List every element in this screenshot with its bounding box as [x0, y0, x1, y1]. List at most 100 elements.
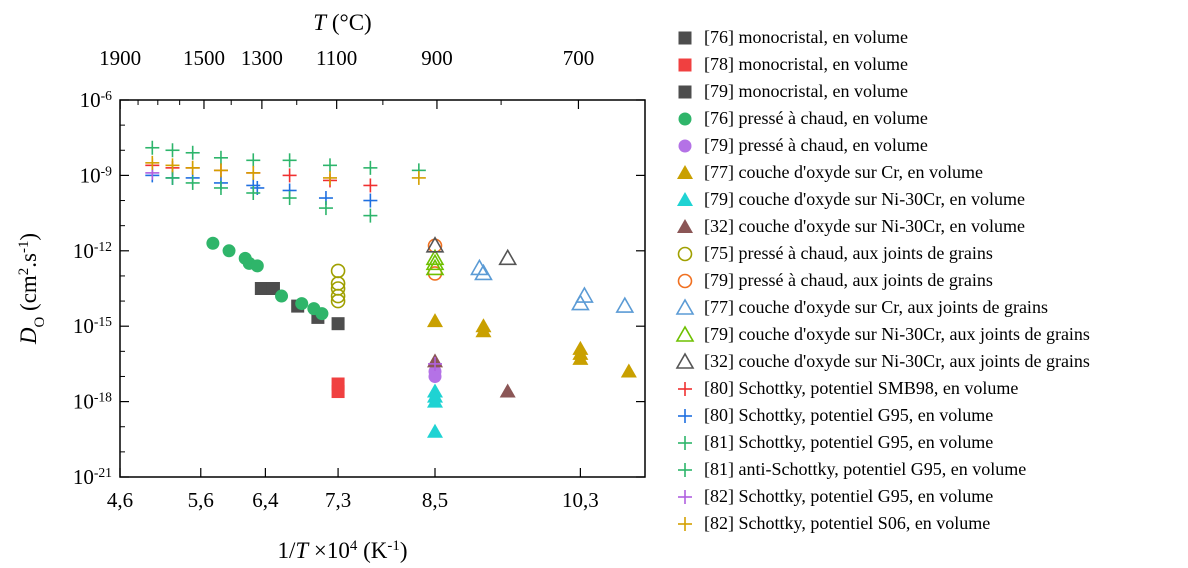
data-point-shape [330, 263, 346, 279]
x-tick-label: 6,4 [252, 488, 279, 512]
series-6 [427, 383, 443, 438]
series-15 [145, 140, 426, 178]
top-axis-title: T (°C) [313, 10, 371, 35]
legend-item: [79] pressé à chaud, en volume [670, 132, 1185, 159]
chart-canvas: 4,6 5,6 6,4 7,3 8,5 10,3 1900 1500 1300 1100 900 70… [16, 10, 646, 563]
data-point [323, 158, 337, 173]
data-point-shape [206, 236, 220, 250]
plot-frame [119, 99, 646, 478]
data-point [615, 296, 635, 313]
data-point [246, 153, 261, 168]
data-point-shape [330, 288, 346, 304]
top-tick-label: 700 [563, 46, 595, 70]
data-point [572, 350, 589, 365]
data-point [213, 180, 228, 195]
data-point-shape [250, 259, 264, 273]
data-point [498, 248, 518, 266]
x-tick-label: 7,3 [325, 488, 351, 512]
legend-marker-shape [678, 489, 692, 504]
legend-marker [678, 112, 692, 125]
legend-marker-shape [678, 435, 692, 450]
legend-item: [32] couche d'oxyde sur Ni-30Cr, en volu… [670, 213, 1185, 240]
top-tick-label: 900 [421, 46, 453, 70]
data-point [185, 145, 200, 160]
legend-marker [678, 435, 692, 450]
data-point [318, 201, 333, 216]
data-point [295, 297, 309, 311]
legend-label: [79] pressé à chaud, aux joints de grain… [704, 270, 993, 290]
legend-marker-shape [678, 112, 692, 125]
legend-marker [677, 164, 693, 179]
legend-marker-shape-shape [677, 218, 693, 233]
legend-marker-shape [675, 297, 695, 315]
legend-marker-shape [678, 31, 692, 44]
legend-marker [678, 58, 692, 71]
top-tick-label: 1300 [241, 46, 283, 70]
y-axis-title: DO (cm2.s-1) [16, 233, 48, 345]
data-point [165, 170, 180, 185]
data-point [213, 163, 228, 178]
legend-label: [76] pressé à chaud, en volume [704, 108, 928, 128]
data-point [428, 356, 442, 371]
legend-marker [677, 273, 693, 288]
data-point-shape [470, 258, 489, 276]
legend-marker-shape [678, 85, 692, 98]
data-point [330, 263, 346, 279]
legend-marker-shape-shape [675, 297, 695, 315]
legend-marker-shape-shape [678, 112, 692, 125]
data-point-shape [428, 369, 442, 383]
data-point-shape [572, 350, 589, 365]
data-point [427, 393, 443, 408]
legend-label: [77] couche d'oxyde sur Cr, aux joints d… [704, 297, 1048, 317]
data-point [165, 158, 180, 173]
legend-marker-shape [678, 408, 692, 423]
legend-label: [81] anti-Schottky, potentiel G95, en vo… [704, 459, 1027, 479]
data-point [331, 317, 345, 331]
top-tick-label: 1500 [183, 46, 225, 70]
legend-marker [678, 31, 692, 44]
data-point-shape [475, 323, 492, 338]
data-point-shape [575, 286, 594, 303]
data-point-shape [474, 263, 493, 281]
legend-marker-shape-shape [677, 164, 693, 179]
legend-marker [677, 218, 693, 233]
legend-marker [677, 246, 693, 261]
legend-item: [80] Schottky, potentiel G95, en volume [670, 402, 1185, 429]
data-point [428, 369, 442, 383]
series-17 [145, 165, 442, 371]
data-point [275, 289, 289, 303]
data-point-shape [425, 248, 445, 266]
legend-item: [79] pressé à chaud, aux joints de grain… [670, 267, 1185, 294]
legend-item: [75] pressé à chaud, aux joints de grain… [670, 240, 1185, 267]
data-point-shape [427, 313, 443, 328]
legend-item: [77] couche d'oxyde sur Cr, aux joints d… [670, 294, 1185, 321]
data-point [427, 266, 443, 281]
data-point [145, 155, 160, 170]
legend-marker [678, 489, 692, 504]
legend-label: [79] monocristal, en volume [704, 81, 908, 101]
legend-item: [79] couche d'oxyde sur Ni-30Cr, aux joi… [670, 321, 1185, 348]
legend-label: [75] pressé à chaud, aux joints de grain… [704, 243, 993, 263]
data-point [185, 160, 200, 175]
legend-marker [675, 297, 695, 315]
y-tick-label: 10-15 [73, 314, 112, 339]
legend-label: [82] Schottky, potentiel G95, en volume [704, 486, 994, 506]
data-point [315, 307, 329, 321]
data-point [246, 185, 261, 200]
legend-marker-shape-shape [675, 324, 695, 342]
data-point-shape [425, 236, 445, 253]
legend-item: [32] couche d'oxyde sur Ni-30Cr, aux joi… [670, 348, 1185, 375]
legend-label: [32] couche d'oxyde sur Ni-30Cr, aux joi… [704, 351, 1090, 371]
legend-marker [677, 191, 693, 206]
data-point-shape [330, 293, 346, 309]
legend-marker [675, 324, 695, 342]
x-tick-label: 10,3 [562, 488, 599, 512]
legend-item: [82] Schottky, potentiel S06, en volume [670, 510, 1185, 537]
legend-marker-shape [678, 58, 692, 71]
legend-label: [79] couche d'oxyde sur Ni-30Cr, en volu… [704, 189, 1025, 209]
data-point [363, 193, 378, 208]
data-point [165, 143, 180, 158]
data-point [213, 150, 228, 165]
series-18 [145, 155, 426, 185]
data-point [620, 363, 637, 378]
